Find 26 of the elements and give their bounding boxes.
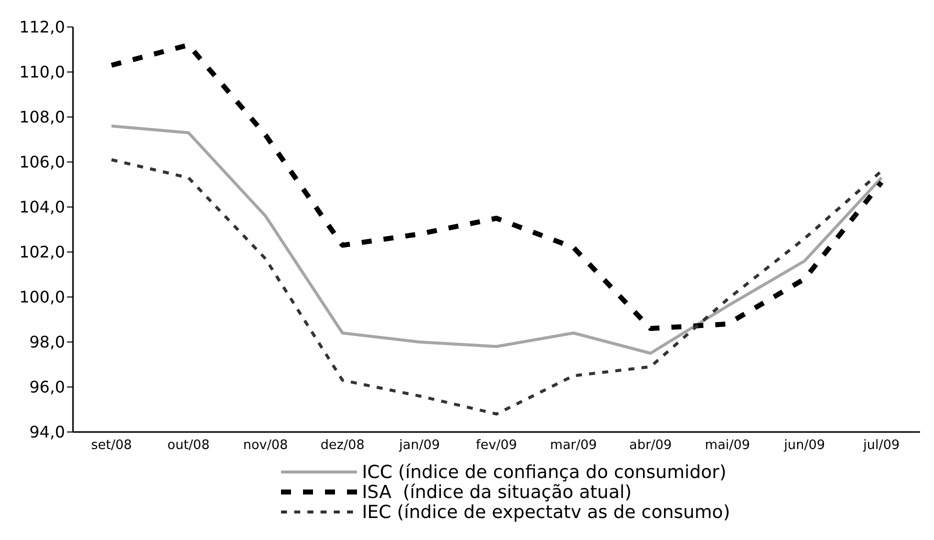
legend-label: ICC (índice de confiança do consumidor) [362, 462, 726, 482]
y-tick-label: 94,0 [29, 422, 65, 442]
legend-label: IEC (índice de expectatv as de consumo) [362, 502, 730, 522]
x-tick-label: mar/09 [550, 438, 597, 454]
x-tick-label: mai/09 [704, 438, 750, 454]
line-series [110, 124, 883, 355]
x-tick-label: jan/09 [398, 438, 440, 454]
line-series [110, 158, 883, 416]
x-tick-label: nov/08 [243, 438, 288, 454]
y-tick-label: 110,0 [19, 62, 65, 82]
y-tick-label: 112,0 [19, 18, 65, 37]
y-tick-label: 100,0 [19, 288, 65, 307]
x-tick-label: jun/09 [782, 438, 826, 454]
y-tick-label: 104,0 [19, 198, 65, 217]
y-tick-label: 106,0 [19, 152, 65, 172]
x-tick-label: fev/09 [476, 438, 518, 454]
x-tick-label: jul/09 [862, 438, 900, 454]
x-tick-label: abr/09 [629, 438, 672, 454]
x-tick-label: dez/08 [320, 438, 364, 454]
x-tick-label: out/08 [167, 438, 210, 454]
x-tick-label: set/08 [91, 438, 132, 454]
legend-label: ISA (índice da situação atual) [362, 482, 632, 502]
y-tick-label: 98,0 [29, 332, 65, 352]
y-tick-label: 102,0 [19, 242, 65, 262]
y-tick-label: 108,0 [19, 108, 65, 127]
y-tick-label: 96,0 [29, 378, 65, 397]
